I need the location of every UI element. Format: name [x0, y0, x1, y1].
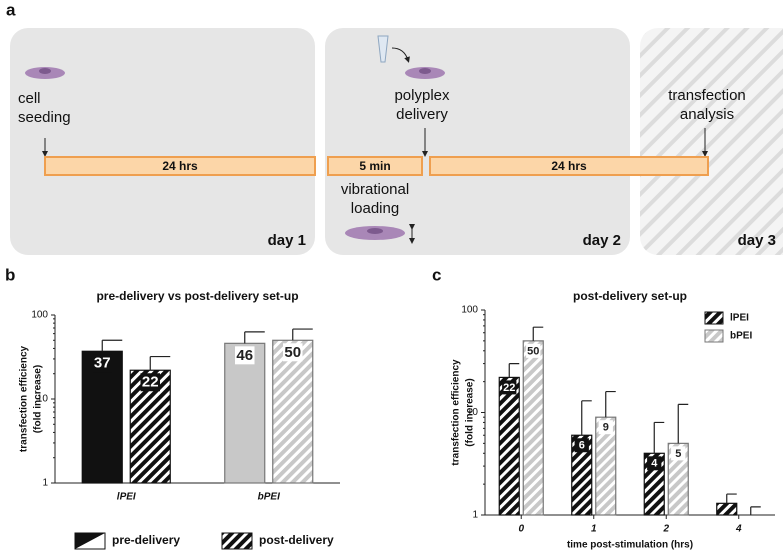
arrow	[391, 47, 410, 63]
error-bar	[605, 390, 616, 418]
legend-label: lPEI	[730, 313, 749, 324]
y-axis-title: (fold increase)	[465, 378, 476, 446]
panel-label: a	[6, 0, 16, 19]
x-tick-label: 4	[735, 524, 742, 535]
bar	[272, 339, 314, 484]
error-bar	[750, 506, 761, 515]
value-label: 46	[236, 347, 253, 364]
value-label: 4	[651, 458, 658, 470]
value-label-bg	[526, 343, 541, 358]
bar	[224, 342, 266, 484]
value-label-bg	[598, 420, 613, 435]
error-bar	[653, 421, 665, 454]
legend-swatch	[221, 532, 253, 550]
y-axis-title: (fold increase)	[33, 365, 44, 433]
value-label-bg	[647, 456, 662, 471]
y-tick-label: 100	[31, 310, 48, 321]
step-label: delivery	[396, 106, 448, 123]
value-label: 22	[142, 374, 159, 391]
cell-nucleus	[367, 228, 383, 234]
panel-label: c	[432, 265, 441, 284]
error-bar	[292, 328, 313, 341]
day-label: day 3	[738, 232, 776, 249]
value-label-bg	[574, 438, 589, 453]
value-label-bg	[92, 354, 112, 373]
y-tick-label: 100	[461, 305, 478, 316]
step-label: loading	[351, 200, 399, 217]
panel-label: b	[5, 265, 15, 284]
step-label: analysis	[680, 106, 734, 123]
step-label: cell	[18, 90, 41, 107]
y-tick-label: 1	[42, 478, 48, 489]
duration-label: 5 min	[359, 159, 390, 173]
x-tick-label: 2	[662, 524, 669, 535]
day-box	[640, 28, 783, 255]
error-bar	[726, 493, 737, 504]
cell-nucleus	[419, 68, 431, 74]
bar	[129, 369, 171, 484]
value-label-bg	[502, 380, 517, 395]
error-bar	[677, 403, 689, 444]
x-tick-label: bPEI	[258, 492, 280, 503]
value-label: 22	[503, 382, 515, 394]
value-label: 50	[284, 344, 301, 361]
bar	[498, 376, 520, 516]
step-label: seeding	[18, 109, 71, 126]
legend-label: pre-delivery	[112, 533, 180, 547]
day-box	[10, 28, 315, 255]
bar	[716, 502, 738, 516]
value-label-bg	[235, 346, 255, 365]
duration-label: 24 hrs	[551, 159, 587, 173]
legend-swatch	[704, 329, 724, 343]
day-label: day 2	[583, 232, 621, 249]
legend-swatch	[75, 533, 105, 549]
bar	[522, 340, 544, 516]
error-bar	[508, 362, 520, 378]
value-label-bg	[283, 343, 303, 362]
error-bar	[244, 331, 265, 344]
error-bar	[581, 400, 592, 436]
value-label: 5	[675, 448, 681, 460]
value-label: 37	[94, 355, 111, 372]
value-label-bg	[140, 373, 160, 392]
error-bar	[532, 326, 544, 341]
value-label-bg	[671, 446, 686, 461]
y-tick-label: 10	[37, 394, 49, 405]
step-label: vibrational	[341, 181, 409, 198]
step-label: transfection	[668, 87, 746, 104]
value-label: 6	[579, 440, 585, 452]
x-tick-label: lPEI	[117, 492, 136, 503]
pipette-icon	[377, 35, 389, 63]
day-box	[325, 28, 630, 255]
error-bar	[149, 355, 171, 371]
y-axis-title: transfection efficiency	[451, 359, 462, 466]
y-tick-label: 1	[472, 510, 478, 521]
error-bar	[101, 339, 123, 352]
timeline-bar	[327, 156, 423, 176]
y-axis-title: transfection efficiency	[19, 345, 30, 452]
y-tick-label: 10	[467, 407, 479, 418]
legend-label: post-delivery	[259, 533, 334, 547]
timeline-bar	[44, 156, 316, 176]
value-label: 9	[603, 422, 609, 434]
x-tick-label: 0	[518, 524, 524, 535]
chart-title: pre-delivery vs post-delivery set-up	[96, 289, 298, 303]
legend-swatch	[704, 311, 724, 325]
x-tick-label: 1	[591, 524, 597, 535]
cell-nucleus	[39, 68, 51, 74]
legend-label: bPEI	[730, 331, 752, 342]
duration-label: 24 hrs	[162, 159, 198, 173]
chart-title: post-delivery set-up	[573, 289, 687, 303]
value-label: 50	[527, 345, 539, 357]
day-label: day 1	[268, 232, 306, 249]
step-label: polyplex	[394, 87, 450, 104]
x-axis-title: time post-stimulation (hrs)	[567, 540, 693, 551]
timeline-bar	[429, 156, 709, 176]
